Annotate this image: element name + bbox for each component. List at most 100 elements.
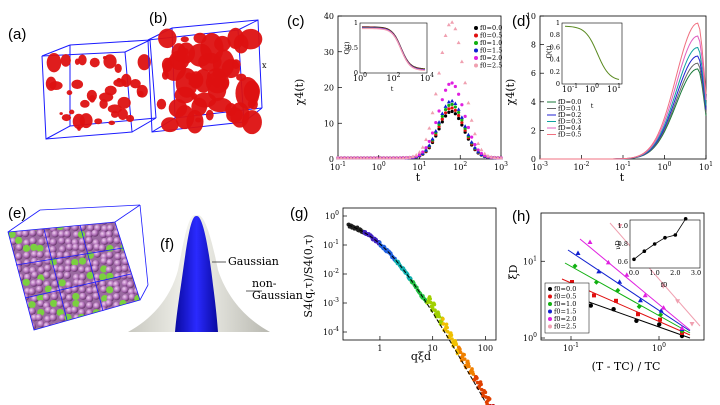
- bead: [65, 328, 73, 330]
- chart-g-point: [444, 322, 449, 327]
- bead: [8, 316, 16, 324]
- bead: [92, 209, 99, 216]
- legend-marker: [548, 324, 552, 329]
- bead-green: [72, 292, 80, 301]
- chart-c-point: [362, 155, 367, 160]
- chart-c-point: [427, 126, 432, 130]
- cluster-blob: [86, 89, 97, 102]
- bead: [0, 265, 7, 272]
- bead: [50, 292, 59, 301]
- bead: [85, 209, 92, 216]
- chart-c-point: [414, 152, 419, 157]
- bead-green: [17, 210, 24, 217]
- chart-h-inset-point: [642, 249, 647, 253]
- legend-label: f0=1.0: [554, 300, 576, 308]
- chart-c-point: [434, 120, 438, 125]
- bead-green: [22, 278, 30, 286]
- chart-h-point: [611, 307, 616, 312]
- bead: [70, 328, 79, 330]
- cluster-blob: [117, 96, 131, 109]
- chart-c-point: [453, 108, 457, 112]
- chart-c-point: [479, 151, 484, 156]
- cluster-blob: [162, 55, 187, 81]
- gaussian-core: [175, 216, 218, 332]
- bead: [58, 314, 67, 322]
- bead-green: [30, 243, 38, 251]
- panel-b-rendering: x: [147, 19, 267, 135]
- chart-c-point: [469, 118, 474, 122]
- bead-green: [128, 230, 136, 238]
- chart-g-point: [445, 325, 449, 330]
- chart-g-point: [471, 372, 476, 376]
- chart-c-point: [453, 84, 457, 89]
- chart-h-inset-point: [652, 242, 657, 246]
- bead: [141, 238, 148, 245]
- inset-x-tick-label: 2.0: [670, 269, 680, 277]
- bead-green: [79, 321, 87, 329]
- bead: [49, 314, 57, 322]
- bead-green: [1, 321, 8, 328]
- legend-label: f0=1.5: [554, 308, 576, 316]
- chart-c-point: [443, 104, 448, 108]
- cluster-blob: [161, 117, 179, 133]
- bead: [28, 287, 36, 296]
- bead: [9, 307, 17, 315]
- x-tick-label: 10-1: [563, 342, 579, 353]
- y-tick-label: 6: [531, 69, 536, 78]
- bead: [135, 280, 140, 288]
- x-tick-label: 1: [377, 344, 382, 353]
- x-tick-label: 100: [652, 342, 666, 353]
- chart-c-point: [424, 146, 428, 150]
- chart-h-point: [572, 263, 578, 269]
- bead: [8, 274, 10, 282]
- bead: [35, 278, 44, 287]
- chart-h-fit-line: [564, 262, 691, 334]
- cluster-blob: [180, 36, 189, 43]
- bead: [85, 236, 93, 244]
- chart-c-point: [378, 155, 383, 160]
- legend-marker: [548, 317, 552, 321]
- chart-c-point: [466, 125, 470, 130]
- chart-c-point: [450, 106, 454, 110]
- chart-g-point: [462, 357, 467, 361]
- chart-d-xlabel: t: [620, 171, 625, 184]
- legend-marker: [474, 63, 478, 68]
- chart-c-point: [433, 91, 438, 96]
- bead: [66, 322, 74, 330]
- chart-c-point: [420, 145, 425, 149]
- inset-x-tick-label: 0.0: [629, 269, 639, 277]
- chart-g-ylabel: S4(q,τ)/S4(0,τ): [302, 234, 315, 317]
- chart-c-point: [460, 120, 464, 125]
- chart-h-point: [637, 297, 643, 303]
- bead: [65, 281, 73, 289]
- chart-c-point: [336, 155, 340, 160]
- chart-c-point: [440, 114, 444, 118]
- chart-c-point: [437, 109, 441, 113]
- bead: [134, 231, 140, 239]
- bead: [8, 222, 9, 226]
- cluster-blob: [207, 77, 227, 102]
- bead: [42, 293, 51, 302]
- chart-d: 0 2 4 6 8 10 10-3 10-2 10-1 100 101 χ4(t) t 0 0.2 0.…: [504, 12, 713, 184]
- chart-h-point: [636, 312, 640, 317]
- chart-g-point: [437, 314, 442, 319]
- bead: [91, 264, 99, 273]
- bead: [71, 209, 78, 216]
- bead: [9, 273, 17, 281]
- bead: [35, 313, 43, 322]
- chart-c-point: [459, 59, 464, 64]
- panel-label-c: (c): [287, 13, 305, 30]
- bead: [8, 280, 9, 288]
- chart-c-point: [384, 155, 389, 160]
- bead: [36, 229, 45, 237]
- cluster-blob: [114, 63, 122, 73]
- chart-c-point: [407, 155, 412, 159]
- chart-c-point: [499, 155, 503, 160]
- bead-green: [99, 273, 107, 281]
- bead: [106, 224, 115, 232]
- bead: [44, 257, 52, 265]
- bead: [93, 273, 102, 281]
- bead: [143, 302, 150, 309]
- chart-c-point: [443, 111, 448, 115]
- chart-h-point: [658, 308, 664, 313]
